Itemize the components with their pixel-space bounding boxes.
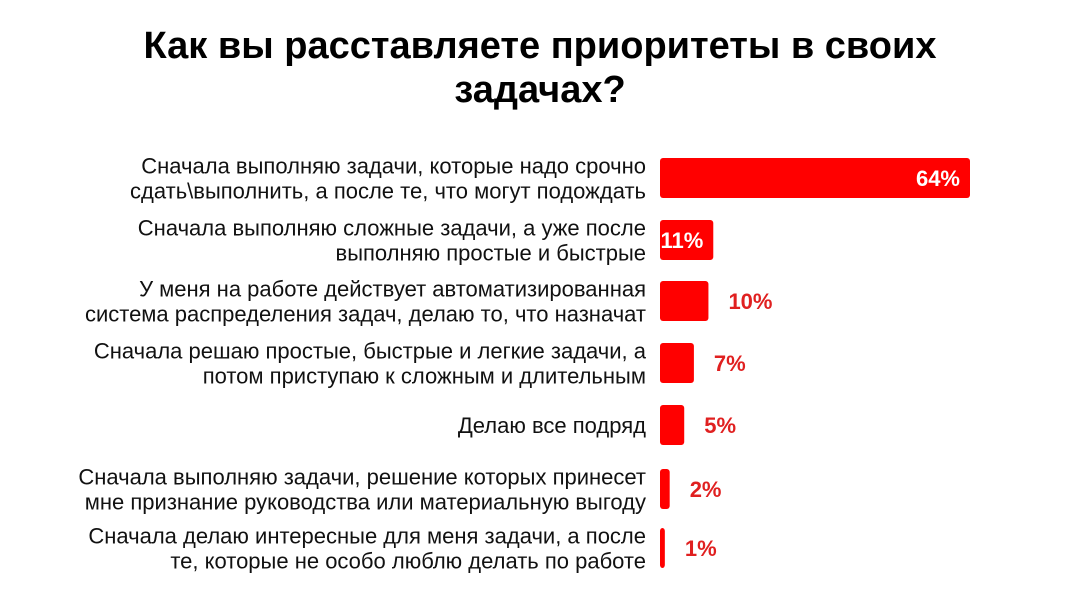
category-label-line: Сначала выполняю задачи, решение которых… [78, 465, 646, 490]
category-label: Сначала выполняю сложные задачи, а уже п… [138, 216, 646, 266]
bar [660, 469, 670, 509]
chart-title-line-2: задачах? [454, 69, 626, 111]
category-label: Сначала выполняю задачи, решение которых… [78, 465, 646, 515]
value-label: 1% [685, 536, 717, 561]
category-label-line: Сначала выполняю сложные задачи, а уже п… [138, 216, 646, 241]
category-label: Делаю все подряд [458, 413, 646, 438]
category-label: У меня на работе действует автоматизиров… [85, 277, 646, 327]
category-label-line: Сначала делаю интересные для меня задачи… [88, 524, 646, 549]
category-label: Сначала выполняю задачи, которые надо ср… [130, 154, 646, 204]
bar [660, 528, 665, 568]
category-label-line: те, которые не особо люблю делать по раб… [170, 549, 646, 574]
bar [660, 405, 685, 445]
value-label: 7% [714, 351, 746, 376]
category-label-line: сдать\выполнить, а после те, что могут п… [130, 179, 646, 204]
category-label: Сначала делаю интересные для меня задачи… [88, 524, 646, 574]
bar [660, 220, 714, 260]
bar-row: Сначала решаю простые, быстрые и легкие … [94, 339, 746, 389]
category-label-line: Сначала выполняю задачи, которые надо ср… [141, 154, 646, 179]
bar-row: Сначала делаю интересные для меня задачи… [88, 524, 716, 574]
category-label-line: Сначала решаю простые, быстрые и легкие … [94, 339, 647, 364]
category-label-line: выполняю простые и быстрые [336, 241, 646, 266]
bar [660, 158, 970, 198]
category-label-line: мне признание руководства или материальн… [85, 490, 646, 515]
category-label-line: Делаю все подряд [458, 413, 646, 438]
chart-title: Как вы расставляете приоритеты в своих з… [0, 24, 1080, 112]
value-label: 10% [728, 289, 772, 314]
chart-title-line-1: Как вы расставляете приоритеты в своих [143, 25, 937, 67]
bar [660, 281, 709, 321]
value-label: 5% [704, 413, 736, 438]
category-label-line: система распределения задач, делаю то, ч… [85, 302, 646, 327]
category-label-line: У меня на работе действует автоматизиров… [139, 277, 646, 302]
bar-row: Сначала выполняю сложные задачи, а уже п… [138, 216, 714, 266]
value-label: 2% [690, 477, 722, 502]
category-label: Сначала решаю простые, быстрые и легкие … [94, 339, 647, 389]
value-label: 64% [916, 166, 960, 191]
bar-row: У меня на работе действует автоматизиров… [85, 277, 773, 327]
category-label-line: потом приступаю к сложным и длительным [203, 364, 646, 389]
bar [660, 343, 694, 383]
value-label: 11% [660, 228, 703, 253]
bar-row: Сначала выполняю задачи, которые надо ср… [130, 154, 970, 204]
bar-row: Делаю все подряд 5% [458, 405, 736, 445]
bar-row: Сначала выполняю задачи, решение которых… [78, 465, 721, 515]
